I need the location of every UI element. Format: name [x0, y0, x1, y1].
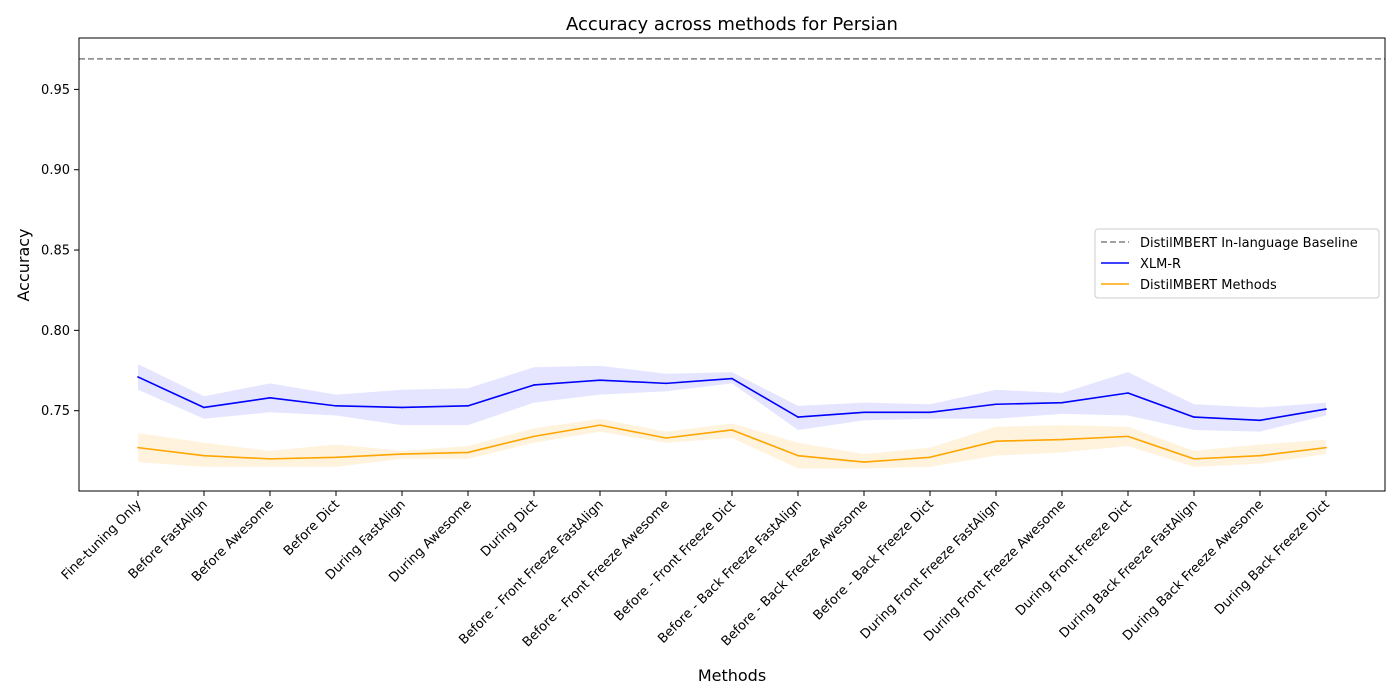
- point-distilmbert-methods: [995, 440, 997, 443]
- x-tick-label: Before - Front Freeze Dict: [612, 497, 739, 624]
- point-xlm-r: [533, 384, 535, 386]
- legend-box: [1094, 228, 1380, 299]
- point-distilmbert-methods: [335, 456, 337, 459]
- x-tick-label: Before - Front Freeze FastAlign: [456, 497, 606, 647]
- y-tick-label: 0.95: [41, 83, 70, 98]
- point-xlm-r: [599, 379, 601, 381]
- point-distilmbert-methods: [1193, 458, 1195, 460]
- point-distilmbert-methods: [269, 458, 271, 460]
- point-distilmbert-methods: [665, 437, 667, 439]
- x-tick-label: Before Dict: [281, 497, 343, 559]
- point-xlm-r: [203, 406, 205, 409]
- point-distilmbert-methods: [533, 435, 535, 438]
- x-tick-label: During Back Freeze Awesome: [1120, 497, 1267, 644]
- point-distilmbert-methods: [929, 456, 931, 459]
- point-xlm-r: [1259, 419, 1261, 422]
- point-xlm-r: [269, 397, 271, 399]
- point-distilmbert-methods: [401, 453, 403, 455]
- point-xlm-r: [731, 377, 733, 380]
- y-axis-label: Accuracy: [14, 228, 33, 301]
- point-xlm-r: [1325, 408, 1327, 410]
- point-xlm-r: [797, 416, 799, 418]
- point-distilmbert-methods: [1061, 438, 1063, 441]
- x-tick-label: During Front Freeze Awesome: [921, 497, 1069, 645]
- legend-label-distilmbert: DistilMBERT Methods: [1140, 278, 1277, 293]
- point-distilmbert-methods: [797, 454, 799, 457]
- x-tick-label: Before - Back Freeze Dict: [811, 497, 937, 623]
- y-tick-label: 0.75: [41, 404, 70, 419]
- point-xlm-r: [137, 376, 139, 378]
- point-xlm-r: [1061, 401, 1063, 404]
- x-tick-label: Before - Back Freeze Awesome: [719, 497, 871, 649]
- chart-title: Accuracy across methods for Persian: [566, 14, 898, 35]
- point-distilmbert-methods: [203, 454, 205, 457]
- point-distilmbert-methods: [731, 429, 733, 431]
- point-xlm-r: [467, 405, 469, 407]
- legend-label-baseline: DistilMBERT In-language Baseline: [1140, 236, 1358, 251]
- x-tick-label: During Front Freeze Dict: [1013, 497, 1135, 619]
- point-xlm-r: [335, 405, 337, 407]
- legend-label-xlmr: XLM-R: [1140, 257, 1181, 272]
- point-distilmbert-methods: [599, 424, 601, 426]
- point-xlm-r: [995, 403, 997, 406]
- point-distilmbert-methods: [863, 461, 865, 463]
- band-distilmbert-methods: [138, 418, 1326, 469]
- point-xlm-r: [929, 411, 931, 414]
- y-axis-ticks: 0.75 0.80 0.85 0.90 0.95: [41, 83, 79, 419]
- point-xlm-r: [1127, 392, 1129, 394]
- x-tick-label: During Dict: [478, 497, 541, 560]
- point-xlm-r: [401, 406, 403, 409]
- legend: DistilMBERT In-language Baseline XLM-R D…: [1094, 228, 1380, 299]
- x-tick-label: Before - Front Freeze Awesome: [520, 497, 673, 650]
- x-axis-label: Methods: [698, 666, 766, 685]
- point-distilmbert-methods: [137, 446, 139, 449]
- series-lines: [79, 58, 1385, 463]
- point-xlm-r: [1193, 416, 1195, 418]
- x-tick-label: During Front Freeze FastAlign: [858, 497, 1003, 642]
- y-tick-label: 0.85: [41, 244, 70, 259]
- x-tick-label: Before - Back Freeze FastAlign: [655, 497, 804, 646]
- band-xlm-r: [138, 364, 1326, 432]
- point-xlm-r: [863, 411, 865, 414]
- y-tick-label: 0.80: [41, 324, 70, 339]
- point-distilmbert-methods: [1259, 454, 1261, 457]
- point-xlm-r: [665, 382, 667, 385]
- point-distilmbert-methods: [1127, 435, 1129, 438]
- confidence-bands: [138, 364, 1326, 469]
- x-tick-label: During Back Freeze Dict: [1212, 497, 1333, 618]
- point-distilmbert-methods: [467, 451, 469, 454]
- point-distilmbert-methods: [1325, 446, 1327, 449]
- x-tick-label: During Back Freeze FastAlign: [1057, 497, 1201, 641]
- y-tick-label: 0.90: [41, 163, 70, 178]
